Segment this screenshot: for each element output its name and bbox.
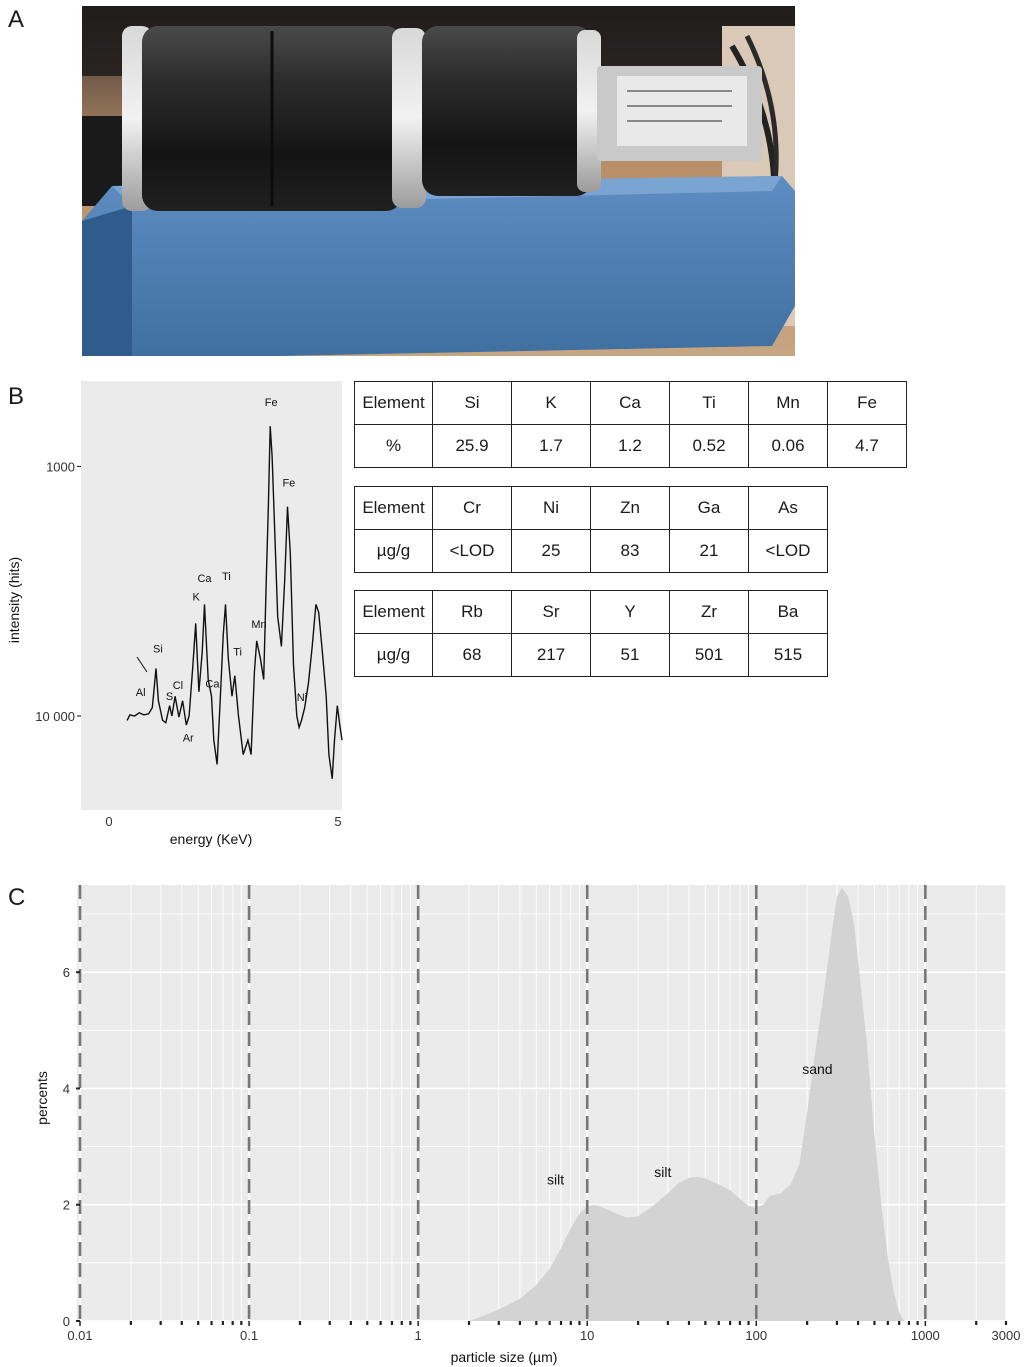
element-name-cell: Zn xyxy=(590,486,670,530)
table-row: Element Cr Ni Zn Ga As xyxy=(354,486,828,530)
value-cell: 25.9 xyxy=(432,424,512,468)
psd-y-tick-label: 0 xyxy=(63,1314,70,1329)
peak-label: Ca xyxy=(205,679,220,691)
spectrum-x-tick-label: 0 xyxy=(105,814,112,829)
peak-label: S xyxy=(166,691,173,703)
value-cell: 68 xyxy=(432,633,512,677)
trace-elements-table-1: Element Cr Ni Zn Ga As µg/g <LOD 25 83 2… xyxy=(354,486,828,573)
spectrum-x-tick-label: 5 xyxy=(334,814,341,829)
psd-y-tick-label: 2 xyxy=(63,1198,70,1213)
spectrum-y-axis-label: intensity (hits) xyxy=(6,557,22,643)
value-cell: 1.2 xyxy=(590,424,670,468)
spectrum-series-line xyxy=(126,426,343,779)
element-name-cell: K xyxy=(511,381,591,425)
table-row: Element Si K Ca Ti Mn Fe xyxy=(354,381,907,425)
element-name-cell: Ca xyxy=(590,381,670,425)
unit-cell: µg/g xyxy=(354,633,433,677)
value-cell: 21 xyxy=(669,529,749,573)
peak-label: Ar xyxy=(183,733,194,745)
element-name-cell: Sr xyxy=(511,590,591,634)
spectrum-y-tick-label: 10 000 xyxy=(35,709,75,724)
major-elements-table: Element Si K Ca Ti Mn Fe % 25.9 1.7 1.2 … xyxy=(354,381,907,468)
peak-label: Ti xyxy=(233,646,242,658)
peak-label: Al xyxy=(136,687,146,699)
trace-elements-table-2: Element Rb Sr Y Zr Ba µg/g 68 217 51 501… xyxy=(354,590,828,677)
element-name-cell: Zr xyxy=(669,590,749,634)
psd-x-tick-label: 100 xyxy=(745,1328,767,1343)
unit-cell: % xyxy=(354,424,433,468)
table-header-cell: Element xyxy=(354,590,433,634)
unit-cell: µg/g xyxy=(354,529,433,573)
psd-x-tick-label: 1 xyxy=(415,1328,422,1343)
peak-label: Ti xyxy=(222,571,231,583)
value-cell: 515 xyxy=(748,633,828,677)
table-row: µg/g <LOD 25 83 21 <LOD xyxy=(354,529,828,573)
value-cell: 0.52 xyxy=(669,424,749,468)
peak-label: Cl xyxy=(173,680,183,692)
value-cell: 0.06 xyxy=(748,424,828,468)
element-name-cell: Fe xyxy=(827,381,907,425)
psd-x-tick-label: 1000 xyxy=(911,1328,940,1343)
size-class-label: silt xyxy=(654,1164,671,1180)
psd-y-tick-label: 6 xyxy=(63,965,70,980)
peak-label: Ca xyxy=(197,573,212,585)
value-cell: <LOD xyxy=(432,529,512,573)
element-name-cell: Rb xyxy=(432,590,512,634)
spectrum-y-tick-label: 1000 xyxy=(46,459,75,474)
al-leader-line xyxy=(136,656,148,673)
element-name-cell: As xyxy=(748,486,828,530)
size-class-label: sand xyxy=(802,1061,832,1077)
spectrum-x-axis-label: energy (KeV) xyxy=(170,831,252,847)
value-cell: 1.7 xyxy=(511,424,591,468)
psd-y-tick-label: 4 xyxy=(63,1081,70,1096)
element-name-cell: Mn xyxy=(748,381,828,425)
peak-label: K xyxy=(192,592,200,604)
table-row: % 25.9 1.7 1.2 0.52 0.06 4.7 xyxy=(354,424,907,468)
psd-x-tick-label: 0.01 xyxy=(67,1328,92,1343)
psd-x-axis-label: particle size (µm) xyxy=(451,1349,558,1365)
psd-area-series xyxy=(469,887,905,1321)
element-name-cell: Ga xyxy=(669,486,749,530)
peak-label: Fe xyxy=(282,478,295,490)
element-name-cell: Ti xyxy=(669,381,749,425)
panel-label-a: A xyxy=(8,6,25,33)
element-name-cell: Ba xyxy=(748,590,828,634)
psd-y-axis-label: percents xyxy=(34,1071,50,1125)
rock-tumbler-photo xyxy=(82,6,795,360)
table-row: µg/g 68 217 51 501 515 xyxy=(354,633,828,677)
peak-label: Si xyxy=(153,643,163,655)
peak-label: Fe xyxy=(265,397,278,409)
element-name-cell: Ni xyxy=(511,486,591,530)
size-class-label: silt xyxy=(547,1171,564,1187)
psd-x-tick-label: 0.1 xyxy=(240,1328,258,1343)
element-name-cell: Y xyxy=(590,590,670,634)
panel-label-c: C xyxy=(8,884,26,911)
value-cell: <LOD xyxy=(748,529,828,573)
peak-label: Mn xyxy=(251,619,266,631)
xrf-spectrum-chart: 10 000 1000 0 5 Al Si SCl Ar K Ca Ca Ti Ti Mn Fe Fe Ni… xyxy=(6,381,343,847)
peak-label: Ni xyxy=(297,692,307,704)
value-cell: 501 xyxy=(669,633,749,677)
psd-x-tick-label: 10 xyxy=(580,1328,594,1343)
table-row: Element Rb Sr Y Zr Ba xyxy=(354,590,828,634)
value-cell: 51 xyxy=(590,633,670,677)
spectrum-plot-background xyxy=(81,381,342,810)
panel-label-b: B xyxy=(8,383,25,410)
value-cell: 25 xyxy=(511,529,591,573)
value-cell: 83 xyxy=(590,529,670,573)
table-header-cell: Element xyxy=(354,486,433,530)
element-name-cell: Cr xyxy=(432,486,512,530)
value-cell: 217 xyxy=(511,633,591,677)
table-header-cell: Element xyxy=(354,381,433,425)
value-cell: 4.7 xyxy=(827,424,907,468)
psd-x-tick-label: 3000 xyxy=(992,1328,1021,1343)
element-name-cell: Si xyxy=(432,381,512,425)
